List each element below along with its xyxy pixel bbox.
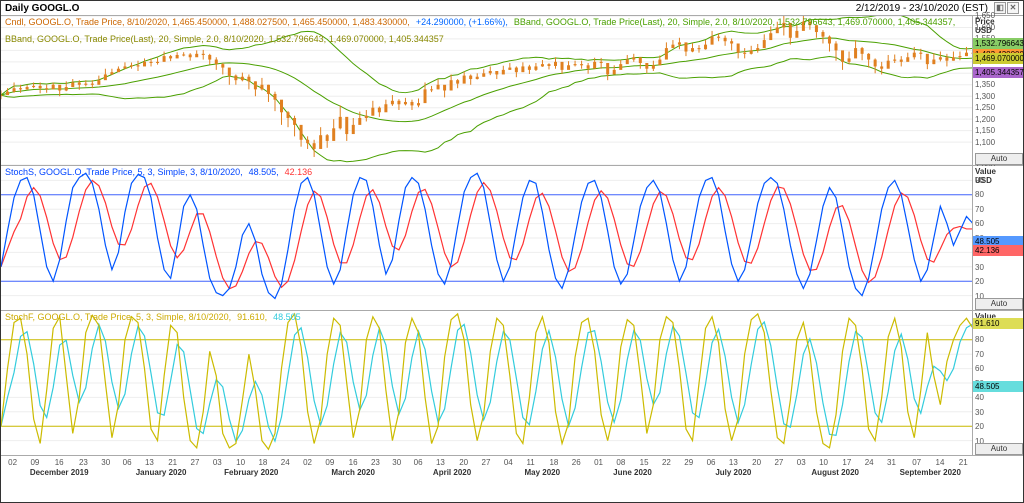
x-tick-day: 18	[258, 458, 267, 467]
x-tick-day: 20	[752, 458, 761, 467]
x-tick-day: 20	[459, 458, 468, 467]
legend-text: 48.505	[273, 312, 301, 323]
legend-text: +24.290000, (+1.66%),	[416, 17, 508, 28]
chart-title: Daily GOOGL.O	[5, 3, 79, 14]
auto-scale-button[interactable]: Auto	[975, 298, 1023, 310]
x-tick-day: 03	[213, 458, 222, 467]
x-tick-day: 07	[912, 458, 921, 467]
x-tick-day: 09	[30, 458, 39, 467]
stock-chart-window: Daily GOOGL.O 2/12/2019 - 23/10/2020 (ES…	[0, 0, 1024, 503]
stoch-slow-panel: StochS, GOOGL.O, Trade Price, 5, 3, Simp…	[1, 166, 1023, 311]
x-tick-day: 27	[191, 458, 200, 467]
x-tick-day: 13	[145, 458, 154, 467]
x-tick-month: April 2020	[433, 468, 471, 477]
stoch-slow-plot[interactable]	[1, 166, 973, 310]
stoch-fast-plot[interactable]	[1, 311, 973, 455]
legend-text: 91.610,	[237, 312, 267, 323]
x-tick-day: 02	[8, 458, 17, 467]
x-tick-day: 22	[662, 458, 671, 467]
x-tick-month: January 2020	[136, 468, 187, 477]
x-tick-day: 01	[594, 458, 603, 467]
x-tick-day: 15	[640, 458, 649, 467]
x-tick-day: 30	[101, 458, 110, 467]
window-controls: ◧ ✕	[994, 2, 1019, 14]
price-legend: Cndl, GOOGL.O, Trade Price, 8/10/2020, 1…	[5, 17, 1023, 45]
x-tick-day: 13	[729, 458, 738, 467]
x-tick-day: 30	[392, 458, 401, 467]
legend-text: StochS, GOOGL.O, Trade Price, 5, 3, Simp…	[5, 167, 243, 178]
x-axis: 02 09 16 23 30 06 13 21 27 03 10 18 24 02 09 16 23 30 06 13…	[1, 456, 971, 482]
price-panel: Cndl, GOOGL.O, Trade Price, 8/10/2020, 1…	[1, 16, 1023, 166]
legend-text: BBand, GOOGL.O, Trade Price(Last), 20, S…	[514, 17, 955, 28]
auto-scale-button[interactable]: Auto	[975, 443, 1023, 455]
x-tick-day: 08	[616, 458, 625, 467]
x-tick-month: February 2020	[224, 468, 278, 477]
x-tick-day: 02	[303, 458, 312, 467]
x-tick-day: 24	[865, 458, 874, 467]
x-tick-day: 21	[168, 458, 177, 467]
x-tick-day: 09	[325, 458, 334, 467]
x-tick-day: 06	[123, 458, 132, 467]
stoch-fast-legend: StochF, GOOGL.O, Trade Price, 5, 3, Simp…	[5, 312, 301, 323]
x-tick-day: 26	[572, 458, 581, 467]
stoch-slow-legend: StochS, GOOGL.O, Trade Price, 5, 3, Simp…	[5, 167, 312, 178]
x-tick-day: 29	[684, 458, 693, 467]
x-tick-day: 10	[236, 458, 245, 467]
x-tick-day: 23	[371, 458, 380, 467]
stoch-fast-y-axis: ValueUSD10203040506070809091.61048.505Au…	[972, 311, 1023, 455]
x-tick-day: 21	[959, 458, 968, 467]
x-tick-month: September 2020	[900, 468, 961, 477]
x-tick-day: 18	[549, 458, 558, 467]
x-tick-day: 10	[819, 458, 828, 467]
x-tick-day: 17	[842, 458, 851, 467]
date-range: 2/12/2019 - 23/10/2020 (EST)	[856, 3, 988, 14]
x-tick-day: 24	[281, 458, 290, 467]
settings-icon[interactable]: ◧	[994, 2, 1006, 14]
legend-text: BBand, GOOGL.O, Trade Price(Last), 20, S…	[5, 34, 444, 45]
x-tick-month: March 2020	[331, 468, 375, 477]
x-tick-day: 27	[482, 458, 491, 467]
x-tick-day: 31	[887, 458, 896, 467]
x-tick-day: 16	[55, 458, 64, 467]
x-tick-day: 14	[936, 458, 945, 467]
legend-text: Cndl, GOOGL.O, Trade Price, 8/10/2020, 1…	[5, 17, 410, 28]
x-tick-day: 23	[79, 458, 88, 467]
stoch-slow-y-axis: ValueUSD10203040506070809048.50542.136Au…	[972, 166, 1023, 310]
x-tick-month: August 2020	[811, 468, 859, 477]
stoch-fast-panel: StochF, GOOGL.O, Trade Price, 5, 3, Simp…	[1, 311, 1023, 456]
legend-text: StochF, GOOGL.O, Trade Price, 5, 3, Simp…	[5, 312, 231, 323]
x-tick-month: December 2019	[30, 468, 89, 477]
x-tick-month: July 2020	[715, 468, 751, 477]
close-icon[interactable]: ✕	[1007, 2, 1019, 14]
x-tick-month: June 2020	[613, 468, 652, 477]
legend-text: 48.505,	[249, 167, 279, 178]
x-tick-day: 03	[797, 458, 806, 467]
legend-text: 42.136	[285, 167, 313, 178]
x-tick-day: 04	[504, 458, 513, 467]
x-tick-month: May 2020	[524, 468, 560, 477]
x-tick-day: 06	[414, 458, 423, 467]
x-tick-day: 27	[774, 458, 783, 467]
x-tick-day: 06	[707, 458, 716, 467]
x-tick-day: 11	[526, 458, 534, 467]
title-bar: Daily GOOGL.O 2/12/2019 - 23/10/2020 (ES…	[1, 1, 1023, 16]
x-tick-day: 13	[436, 458, 445, 467]
x-tick-day: 16	[349, 458, 358, 467]
auto-scale-button[interactable]: Auto	[975, 153, 1023, 165]
